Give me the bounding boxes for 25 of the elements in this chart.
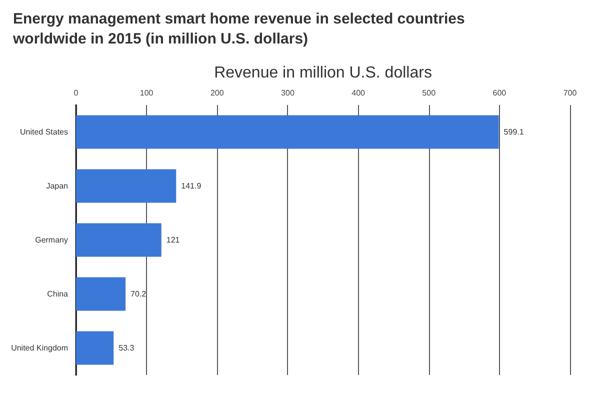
data-label: 599.1 xyxy=(504,128,524,136)
y-tick-label: United States xyxy=(20,128,68,136)
x-axis-title: Revenue in million U.S. dollars xyxy=(214,64,432,82)
data-label: 121 xyxy=(166,236,180,244)
x-tick-label: 700 xyxy=(563,88,578,98)
bar xyxy=(76,169,176,203)
y-tick-label: Germany xyxy=(35,236,68,244)
bar xyxy=(76,277,126,311)
x-tick-label: 200 xyxy=(210,88,224,98)
x-tick-label: 300 xyxy=(281,88,295,98)
chart-title: Energy management smart home revenue in selected countries worldwide in 2015 (in million U.S. dollars) xyxy=(12,10,465,48)
data-label: 70.2 xyxy=(130,290,147,298)
y-tick-label: United Kingdom xyxy=(11,344,68,352)
data-label: 141.9 xyxy=(181,182,202,190)
y-tick-label: China xyxy=(47,290,69,298)
y-tick-label: Japan xyxy=(46,182,68,190)
x-tick-label: 400 xyxy=(352,88,366,98)
x-tick-label: 100 xyxy=(140,88,154,98)
bar xyxy=(76,115,499,149)
data-label: 53.3 xyxy=(118,344,135,352)
bar xyxy=(76,223,162,257)
x-tick-label: 0 xyxy=(74,88,79,98)
x-tick-label: 600 xyxy=(492,88,507,98)
x-tick-label: 500 xyxy=(422,88,436,98)
bar xyxy=(76,331,114,365)
